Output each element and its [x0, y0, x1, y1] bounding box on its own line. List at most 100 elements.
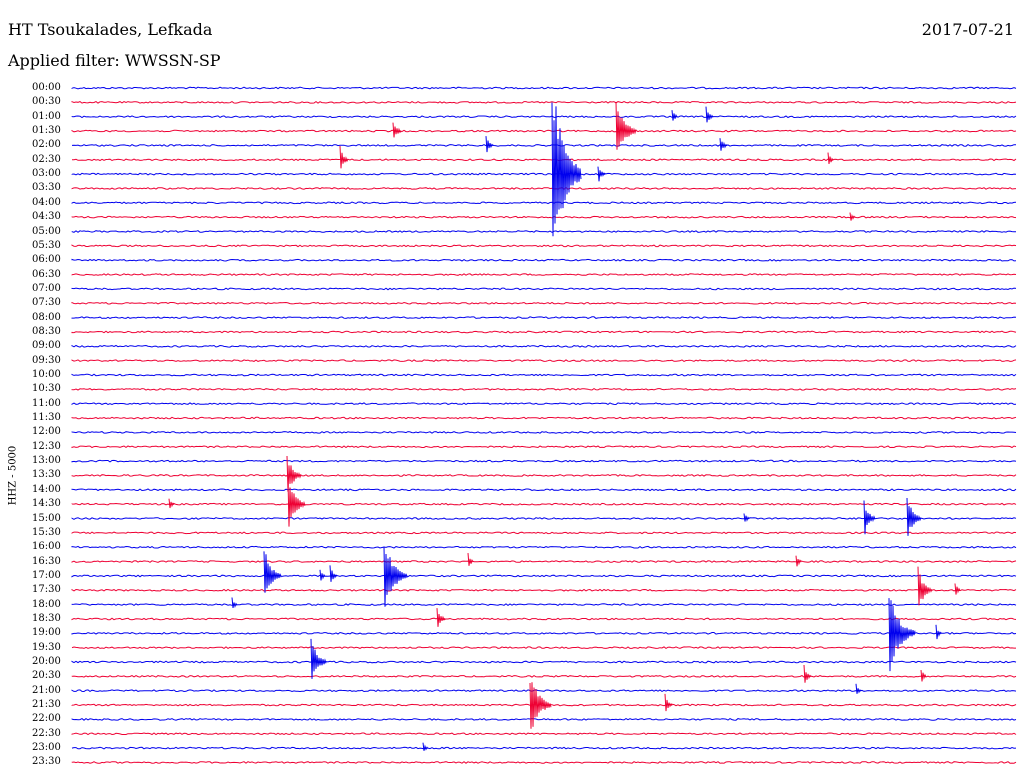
trace-row — [71, 100, 1017, 104]
time-label: 15:30 — [32, 526, 61, 538]
time-label: 10:00 — [32, 369, 61, 380]
time-label: 11:00 — [32, 397, 61, 409]
trace-row — [71, 502, 1017, 506]
time-label: 16:00 — [32, 541, 61, 553]
seismic-event — [827, 152, 834, 164]
trace-row — [71, 273, 1017, 276]
time-label: 18:00 — [32, 598, 61, 610]
seismic-event — [719, 138, 728, 151]
trace-row — [71, 187, 1017, 190]
trace-row — [71, 215, 1017, 219]
seismic-event — [383, 546, 408, 607]
seismic-event — [339, 145, 349, 169]
time-label: 08:00 — [32, 311, 61, 323]
seismic-event — [671, 110, 678, 121]
trace-row — [71, 244, 1017, 248]
trace-row — [71, 517, 1017, 520]
trace-row — [71, 689, 1017, 693]
time-label: 04:30 — [32, 211, 61, 223]
time-label: 07:00 — [32, 282, 61, 294]
time-label: 11:30 — [32, 412, 61, 424]
seismic-event — [906, 497, 922, 536]
time-label: 05:30 — [32, 239, 61, 251]
trace-row — [71, 732, 1017, 736]
trace-row — [71, 258, 1017, 262]
trace-row — [71, 445, 1017, 449]
trace-row — [71, 617, 1017, 621]
seismic-event — [917, 566, 933, 606]
time-label: 02:00 — [32, 139, 61, 151]
filter-label: Applied filter: WWSSN-SP — [8, 51, 221, 70]
time-label: 03:00 — [32, 168, 61, 180]
seismic-event — [319, 569, 326, 581]
trace-row — [71, 344, 1017, 348]
trace-row — [71, 761, 1017, 764]
trace-row — [71, 746, 1017, 750]
time-label: 02:30 — [32, 153, 61, 165]
trace-row — [71, 201, 1017, 205]
time-label: 20:30 — [32, 670, 61, 682]
trace-row — [71, 287, 1017, 291]
time-label: 14:00 — [32, 483, 61, 495]
seismic-event — [849, 212, 856, 221]
time-label: 23:30 — [32, 756, 61, 768]
seismic-event — [935, 624, 942, 640]
time-label: 21:30 — [32, 699, 61, 711]
station-title: HT Tsoukalades, Lefkada — [8, 20, 213, 39]
seismic-event — [231, 597, 238, 608]
trace-row — [71, 158, 1017, 162]
trace-row — [71, 143, 1016, 147]
trace-row — [71, 172, 1017, 176]
trace-row — [71, 588, 1017, 592]
trace-row — [71, 674, 1017, 678]
seismic-event — [422, 742, 429, 751]
time-label: 03:30 — [32, 182, 61, 194]
trace-row — [71, 359, 1017, 363]
trace-row — [71, 545, 1017, 549]
time-label: 20:00 — [32, 656, 61, 667]
time-label: 19:00 — [32, 627, 61, 639]
seismic-event — [485, 136, 494, 153]
time-label: 18:30 — [32, 612, 61, 624]
trace-row — [71, 660, 1017, 664]
trace-row — [71, 531, 1017, 535]
seismic-event — [920, 670, 927, 682]
seismic-event — [615, 101, 637, 150]
seismic-event — [855, 683, 862, 694]
trace-row — [71, 431, 1017, 434]
seismic-event — [551, 102, 582, 237]
trace-row — [71, 129, 1017, 133]
time-label: 23:00 — [32, 742, 61, 754]
seismic-event — [287, 480, 306, 527]
trace-row — [71, 603, 1017, 607]
time-label: 06:00 — [32, 254, 61, 266]
time-label: 21:00 — [32, 684, 61, 696]
seismic-event — [286, 455, 302, 492]
trace-row — [71, 646, 1016, 650]
seismic-event — [888, 598, 916, 672]
time-label: 05:00 — [32, 225, 61, 237]
trace-row — [71, 330, 1017, 334]
time-label: 17:00 — [32, 569, 61, 581]
date-label: 2017-07-21 — [921, 20, 1014, 39]
time-label: 07:30 — [32, 297, 61, 309]
trace-row — [71, 717, 1017, 721]
seismic-event — [597, 166, 606, 182]
trace-row — [71, 459, 1017, 463]
time-label: 12:00 — [32, 426, 61, 438]
time-label: 08:30 — [32, 325, 61, 337]
trace-row — [71, 631, 1017, 635]
seismic-event — [803, 664, 812, 683]
time-label: 01:30 — [32, 125, 61, 137]
time-label: 10:30 — [32, 383, 61, 395]
seismic-event — [529, 682, 552, 729]
time-label: 14:30 — [32, 498, 61, 510]
seismic-event — [467, 553, 474, 566]
time-label: 13:00 — [32, 455, 61, 467]
seismic-event — [168, 498, 175, 509]
trace-row — [71, 402, 1017, 406]
time-label: 00:30 — [32, 96, 61, 108]
seismic-event — [664, 693, 673, 712]
trace-row — [71, 301, 1017, 305]
seismic-event — [863, 500, 876, 535]
